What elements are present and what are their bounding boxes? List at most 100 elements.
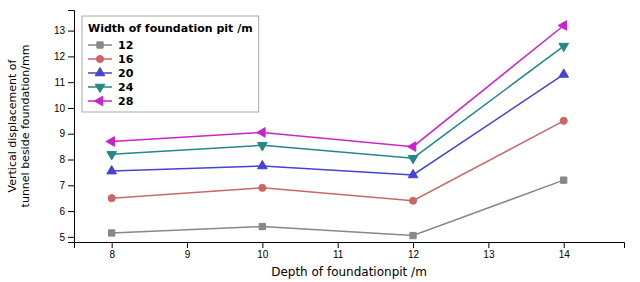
tick: 11 <box>55 77 74 88</box>
tick-label: 9 <box>185 249 191 260</box>
legend-label: 24 <box>118 81 134 94</box>
x-axis: 8 9 10 11 12 13 14 <box>75 242 625 260</box>
tick-mark <box>68 82 74 83</box>
tick-mark <box>68 134 74 135</box>
tick: 10 <box>54 103 74 114</box>
tick: 11 <box>333 242 344 260</box>
point <box>410 232 416 238</box>
tick-label: 12 <box>54 51 66 62</box>
tick-mark <box>262 242 263 248</box>
tick-mark <box>488 242 489 248</box>
series <box>109 177 567 239</box>
tick-label: 10 <box>257 249 269 260</box>
tick-mark <box>68 237 74 238</box>
tick-label: 13 <box>483 249 495 260</box>
tick-mark <box>187 242 188 248</box>
tick: 13 <box>54 25 74 36</box>
legend-label: 12 <box>118 39 133 52</box>
tick: 8 <box>59 154 74 165</box>
legend-label: 20 <box>118 67 134 80</box>
axis-line <box>68 11 75 243</box>
tick-label: 12 <box>408 249 420 260</box>
axis-line <box>75 243 625 249</box>
point <box>409 197 416 204</box>
tick-mark <box>112 242 113 248</box>
tick-mark <box>68 185 74 186</box>
legend-item: 24 <box>88 81 134 94</box>
tick-mark <box>413 242 414 248</box>
legend-label: 28 <box>118 95 133 108</box>
tick-label: 8 <box>109 249 115 260</box>
tick: 5 <box>59 232 74 243</box>
point <box>259 223 265 229</box>
tick: 9 <box>185 242 191 260</box>
tick-label: 14 <box>559 249 571 260</box>
tick: 8 <box>109 242 115 260</box>
tick-label: 11 <box>55 77 66 88</box>
legend-marker <box>96 55 103 62</box>
legend-item: 20 <box>88 67 134 80</box>
point <box>559 69 569 77</box>
tick-label: 7 <box>59 180 65 191</box>
legend-item: 16 <box>88 53 134 66</box>
plot: 8 9 10 11 12 13 14 5 6 7 8 9 10 11 12 13 Width of founda… <box>54 11 625 261</box>
point <box>257 128 265 138</box>
tick: 10 <box>257 242 269 260</box>
tick-label: 13 <box>54 25 66 36</box>
tick: 6 <box>59 206 74 217</box>
legend-marker <box>95 84 105 92</box>
tick-mark <box>564 242 565 248</box>
tick: 12 <box>54 51 74 62</box>
y-axis-title-line: Vertical displacement of <box>6 58 19 192</box>
legend-marker <box>94 96 102 106</box>
point <box>559 43 569 51</box>
point <box>408 169 418 177</box>
point <box>560 117 567 124</box>
tick-mark <box>68 211 74 212</box>
tick-label: 11 <box>333 249 344 260</box>
tick: 7 <box>59 180 74 191</box>
point <box>107 166 117 174</box>
tick: 14 <box>559 242 571 260</box>
tick-label: 8 <box>59 154 65 165</box>
line <box>112 180 564 235</box>
line <box>112 121 564 201</box>
tick: 9 <box>59 128 74 139</box>
legend-frame <box>82 16 259 112</box>
point <box>407 142 415 152</box>
point <box>259 184 266 191</box>
y-axis-title: Vertical displacement oftunnel beside fo… <box>6 45 32 208</box>
point <box>106 137 114 147</box>
legend-item: 12 <box>88 39 133 52</box>
y-axis-title-line: tunnel beside foundation/mm <box>19 45 32 208</box>
tick-mark <box>68 56 74 57</box>
x-axis-title: Depth of foundationpit /m <box>271 265 427 279</box>
tick-mark <box>68 31 74 32</box>
tick-mark <box>338 242 339 248</box>
y-axis: 5 6 7 8 9 10 11 12 13 <box>54 11 75 243</box>
legend-marker <box>97 42 103 48</box>
tick: 13 <box>483 242 495 260</box>
tick-label: 9 <box>59 128 65 139</box>
chart: 8 9 10 11 12 13 14 5 6 7 8 9 10 11 12 13 Width of founda… <box>0 0 640 282</box>
point <box>258 143 268 151</box>
point <box>108 195 115 202</box>
legend-marker <box>95 67 105 75</box>
tick-label: 5 <box>59 232 65 243</box>
point <box>109 230 115 236</box>
point <box>107 152 117 160</box>
tick: 12 <box>408 242 420 260</box>
series <box>108 117 567 204</box>
point <box>258 160 268 168</box>
point <box>561 177 567 183</box>
tick-mark <box>68 160 74 161</box>
legend-label: 16 <box>118 53 134 66</box>
legend-item: 28 <box>88 95 133 108</box>
tick-label: 6 <box>59 206 65 217</box>
tick-label: 10 <box>54 103 66 114</box>
legend-title: Width of foundation pit /m <box>88 22 253 35</box>
tick-mark <box>68 108 74 109</box>
legend: Width of foundation pit /m 1216202428 <box>82 16 259 112</box>
point <box>408 155 418 163</box>
point <box>558 21 566 31</box>
